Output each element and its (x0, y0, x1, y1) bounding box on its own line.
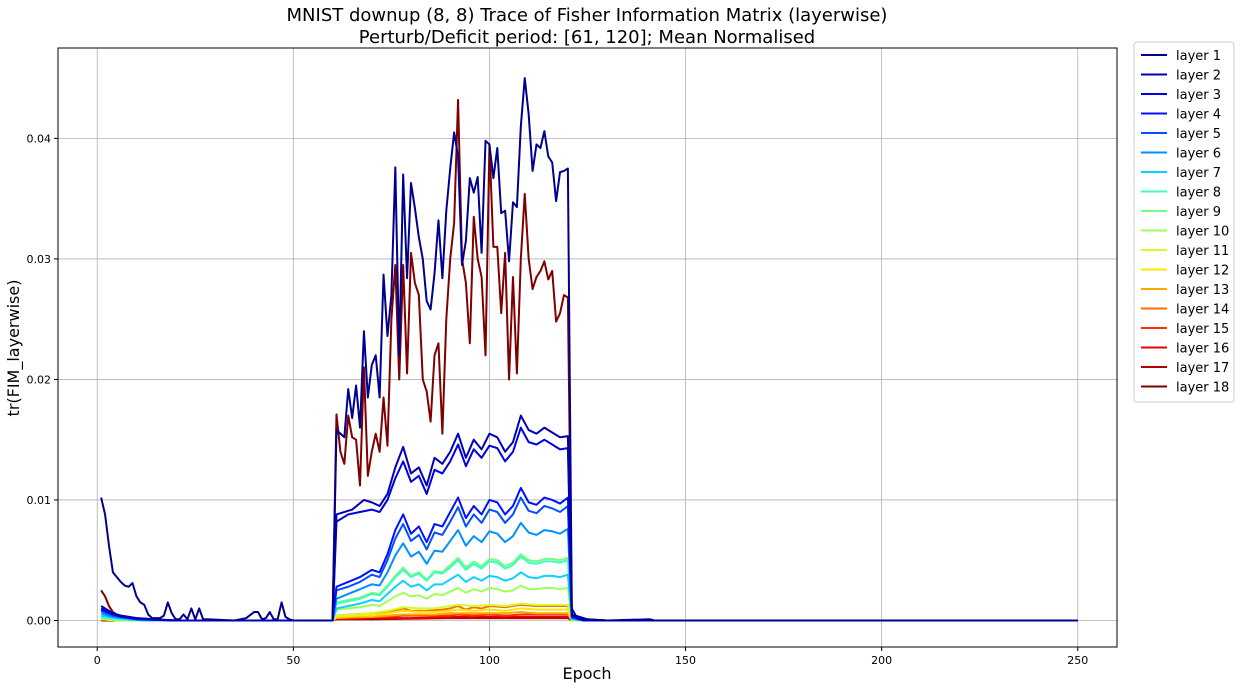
y-tick-label: 0.00 (27, 614, 52, 627)
chart-title: MNIST downup (8, 8) Trace of Fisher Info… (287, 5, 888, 26)
x-axis-label: Epoch (563, 664, 612, 683)
legend-label: layer 2 (1176, 69, 1221, 84)
series-line-layer-8 (100, 555, 1078, 622)
legend-label: layer 12 (1176, 264, 1229, 279)
x-tick-label: 100 (479, 654, 500, 667)
series-line-layer-10 (101, 584, 1078, 622)
legend-label: layer 13 (1176, 283, 1229, 298)
x-tick-label: 50 (286, 654, 300, 667)
chart-subtitle: Perturb/Deficit period: [61, 120]; Mean … (359, 27, 815, 48)
legend-label: layer 8 (1176, 186, 1221, 201)
series-line-layer-7 (100, 571, 1078, 622)
y-tick-label: 0.02 (27, 373, 52, 386)
x-tick-label: 0 (94, 654, 101, 667)
series-line-layer-3 (100, 426, 1078, 622)
y-tick-label: 0.03 (27, 253, 52, 266)
legend-label: layer 4 (1176, 108, 1221, 123)
series-line-layer-6 (100, 521, 1078, 622)
series-line-layer-4 (100, 486, 1078, 622)
legend-label: layer 10 (1176, 225, 1229, 240)
y-axis-ticks: 0.00 0.01 0.02 0.03 0.04 (27, 132, 58, 627)
legend-label: layer 1 (1176, 49, 1221, 64)
series-line-layer-2 (100, 414, 1078, 622)
x-tick-label: 150 (675, 654, 696, 667)
y-tick-label: 0.01 (27, 494, 52, 507)
legend-label: layer 18 (1176, 381, 1229, 396)
grid (58, 48, 1117, 647)
series-line-layer-12 (101, 607, 1078, 622)
legend-label: layer 16 (1176, 342, 1229, 357)
legend-label: layer 11 (1176, 244, 1229, 259)
legend-label: layer 14 (1176, 303, 1229, 318)
series-line-layer-5 (100, 496, 1078, 622)
series-line-layer-1 (100, 77, 1078, 622)
legend: layer 1 layer 2 layer 3 layer 4 layer 5 layer… (1133, 41, 1235, 403)
x-axis-ticks: 0 50 100 150 200 250 (94, 647, 1088, 667)
series-line-layer-9 (101, 553, 1078, 622)
legend-label: layer 17 (1176, 361, 1229, 376)
series-lines (100, 77, 1078, 622)
legend-label: layer 15 (1176, 322, 1229, 337)
legend-label: layer 3 (1176, 88, 1221, 103)
series-line-layer-13 (101, 611, 1078, 622)
series-line-layer-18 (100, 98, 1078, 622)
legend-label: layer 9 (1176, 205, 1221, 220)
legend-label: layer 7 (1176, 166, 1221, 181)
x-tick-label: 250 (1067, 654, 1088, 667)
y-tick-label: 0.04 (27, 132, 52, 145)
plot-frame (57, 47, 1118, 648)
series-line-layer-11 (101, 602, 1078, 622)
y-axis-label: tr(FIM_layerwise) (4, 280, 24, 417)
legend-label: layer 5 (1176, 127, 1221, 142)
legend-label: layer 6 (1176, 147, 1221, 162)
x-tick-label: 200 (871, 654, 892, 667)
